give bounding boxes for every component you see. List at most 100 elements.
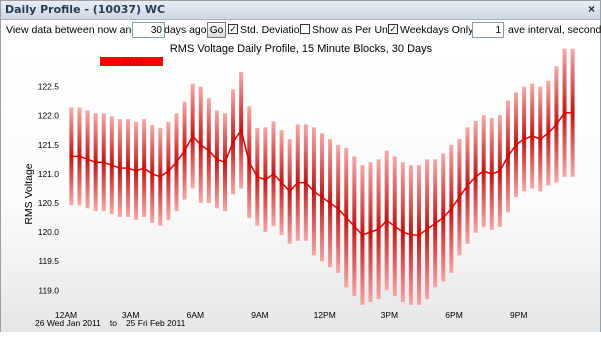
mean-point bbox=[167, 169, 170, 173]
mean-point bbox=[538, 137, 542, 141]
mean-point bbox=[134, 169, 138, 173]
go-button[interactable]: Go bbox=[207, 22, 226, 38]
mean-point bbox=[361, 233, 364, 237]
mean-point bbox=[369, 230, 372, 234]
legend-label: 10033 bbox=[121, 58, 144, 67]
mean-point bbox=[207, 149, 211, 153]
mean-point bbox=[320, 195, 324, 199]
mean-point bbox=[352, 224, 356, 228]
interval-input[interactable] bbox=[472, 22, 504, 38]
mean-point bbox=[425, 227, 429, 231]
mean-point bbox=[328, 201, 332, 205]
mean-point bbox=[530, 134, 534, 138]
mean-point bbox=[175, 160, 178, 164]
days-input[interactable] bbox=[132, 22, 165, 38]
mean-point bbox=[191, 134, 195, 138]
close-icon[interactable]: × bbox=[587, 2, 595, 16]
mean-point bbox=[150, 172, 154, 176]
interval-label: ave interval, seconds bbox=[508, 24, 601, 36]
mean-point bbox=[466, 184, 469, 187]
x-tick-label: 6AM bbox=[187, 310, 204, 320]
per-unit-checkbox[interactable] bbox=[300, 24, 310, 34]
mean-point bbox=[441, 216, 445, 219]
mean-point bbox=[142, 166, 146, 170]
mean-point bbox=[409, 233, 413, 237]
mean-point bbox=[555, 123, 558, 126]
mean-point bbox=[482, 169, 486, 173]
mean-point bbox=[239, 128, 243, 132]
mean-point bbox=[110, 163, 114, 167]
x-tick-label: 3PM bbox=[381, 310, 398, 320]
chart-title: RMS Voltage Daily Profile, 15 Minute Blo… bbox=[170, 43, 433, 55]
mean-point bbox=[86, 157, 89, 161]
mean-point bbox=[288, 189, 292, 193]
mean-point bbox=[571, 111, 575, 115]
date-range-end: 25 Fri Feb 2011 bbox=[126, 318, 186, 328]
mean-point bbox=[118, 166, 122, 170]
mean-point bbox=[304, 181, 308, 185]
x-tick-label: 9PM bbox=[510, 310, 527, 320]
std-deviation-label: Std. Deviation bbox=[240, 24, 306, 36]
mean-point bbox=[385, 219, 389, 222]
x-tick-label: 6PM bbox=[445, 310, 462, 320]
view-data-label: View data between now and bbox=[6, 24, 138, 36]
y-axis-label: RMS Voltage bbox=[23, 163, 35, 224]
title-bar[interactable]: Daily Profile - (10037) WC × bbox=[1, 1, 600, 20]
toolbar: View data between now and days ago. Go ✓… bbox=[1, 20, 601, 42]
mean-point bbox=[490, 172, 494, 176]
date-range: 26 Wed Jan 2011 to 25 Fri Feb 2011 bbox=[35, 318, 186, 328]
mean-point bbox=[377, 227, 380, 231]
legend-swatch bbox=[100, 57, 163, 66]
mean-point bbox=[563, 111, 566, 115]
mean-point bbox=[78, 155, 81, 158]
mean-point bbox=[336, 207, 340, 211]
mean-point bbox=[506, 155, 510, 158]
y-axis: 119.0 119.5 120.0 120.5 121.0 121.5 122.0 122.5 bbox=[38, 82, 60, 296]
mean-point bbox=[158, 175, 162, 179]
mean-point bbox=[183, 149, 186, 153]
weekdays-only-checkbox[interactable]: ✓ bbox=[388, 24, 398, 34]
mean-point bbox=[126, 166, 130, 170]
y-tick-label: 121.0 bbox=[38, 169, 60, 179]
per-unit-label: Show as Per Unit bbox=[312, 24, 394, 36]
mean-point bbox=[344, 216, 348, 219]
y-tick-label: 122.5 bbox=[38, 82, 60, 92]
x-tick-label: 12AM bbox=[55, 310, 77, 320]
mean-point bbox=[417, 233, 421, 237]
mean-point bbox=[280, 181, 283, 185]
mean-point bbox=[223, 160, 227, 164]
y-tick-label: 120.0 bbox=[38, 227, 60, 237]
mean-point bbox=[546, 131, 550, 135]
mean-point bbox=[312, 189, 316, 193]
mean-point bbox=[393, 224, 397, 228]
weekdays-only-label: Weekdays Only bbox=[400, 24, 474, 36]
mean-point bbox=[401, 230, 405, 234]
rms-voltage-chart: RMS Voltage Daily Profile, 15 Minute Blo… bbox=[1, 42, 600, 332]
days-ago-label: days ago. bbox=[164, 24, 210, 36]
y-tick-label: 119.0 bbox=[38, 285, 59, 295]
std-deviation-checkbox[interactable]: ✓ bbox=[228, 24, 238, 34]
mean-point bbox=[94, 160, 98, 164]
mean-point bbox=[514, 143, 518, 147]
y-tick-label: 122.0 bbox=[38, 111, 60, 121]
mean-point bbox=[272, 172, 275, 176]
chart-background bbox=[1, 42, 600, 332]
window-title: Daily Profile - (10037) WC bbox=[5, 3, 166, 16]
mean-point bbox=[102, 160, 106, 164]
x-tick-label: 12PM bbox=[314, 310, 336, 320]
mean-point bbox=[255, 175, 259, 179]
x-tick-label: 9AM bbox=[251, 310, 268, 320]
mean-point bbox=[474, 175, 477, 179]
y-tick-label: 120.5 bbox=[38, 198, 60, 208]
date-range-start: 26 Wed Jan 2011 bbox=[35, 318, 101, 328]
mean-point bbox=[522, 137, 526, 141]
mean-point bbox=[433, 221, 437, 225]
y-tick-label: 121.5 bbox=[38, 140, 60, 150]
mean-point bbox=[458, 195, 461, 199]
mean-point bbox=[231, 140, 235, 144]
x-axis: 12AM 3AM 6AM 9AM 12PM 3PM 6PM 9PM bbox=[55, 310, 528, 320]
date-range-to: to bbox=[110, 318, 117, 328]
mean-point bbox=[69, 155, 73, 158]
mean-point bbox=[199, 143, 203, 147]
